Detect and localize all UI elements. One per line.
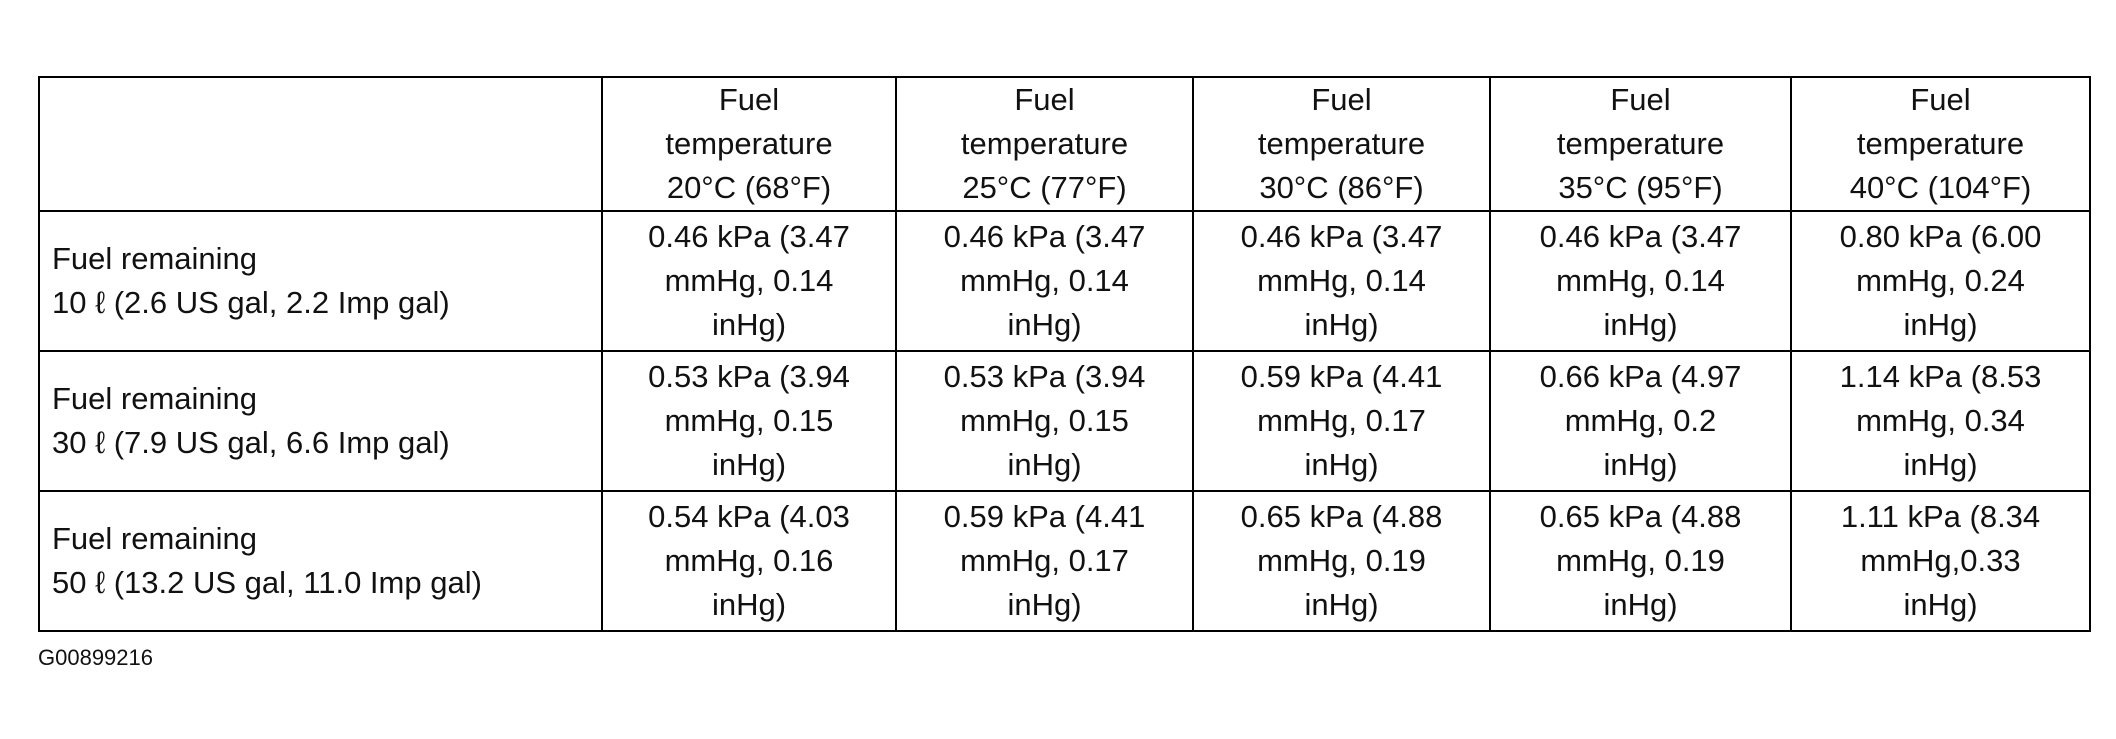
- pressure-cell: 0.46 kPa (3.47 mmHg, 0.14 inHg): [895, 210, 1194, 352]
- figure-id: G00899216: [38, 645, 153, 670]
- pressure-cell: 0.46 kPa (3.47 mmHg, 0.14 inHg): [601, 210, 897, 352]
- row-label: Fuel remaining 10 ℓ (2.6 US gal, 2.2 Imp…: [38, 210, 603, 352]
- pressure-cell: 0.46 kPa (3.47 mmHg, 0.14 inHg): [1489, 210, 1792, 352]
- pressure-cell: 0.59 kPa (4.41 mmHg, 0.17 inHg): [895, 490, 1194, 632]
- pressure-cell: 0.46 kPa (3.47 mmHg, 0.14 inHg): [1192, 210, 1491, 352]
- column-header: Fuel temperature 40°C (104°F): [1790, 76, 2091, 212]
- corner-cell: [38, 76, 603, 212]
- pressure-cell: 0.53 kPa (3.94 mmHg, 0.15 inHg): [601, 350, 897, 492]
- row-label: Fuel remaining 50 ℓ (13.2 US gal, 11.0 I…: [38, 490, 603, 632]
- pressure-cell: 0.53 kPa (3.94 mmHg, 0.15 inHg): [895, 350, 1194, 492]
- pressure-cell: 0.80 kPa (6.00 mmHg, 0.24 inHg): [1790, 210, 2091, 352]
- column-header: Fuel temperature 20°C (68°F): [601, 76, 897, 212]
- table-row: Fuel remaining 50 ℓ (13.2 US gal, 11.0 I…: [38, 490, 2091, 632]
- column-header: Fuel temperature 25°C (77°F): [895, 76, 1194, 212]
- table-body: Fuel remaining 10 ℓ (2.6 US gal, 2.2 Imp…: [38, 210, 2091, 632]
- pressure-cell: 0.65 kPa (4.88 mmHg, 0.19 inHg): [1489, 490, 1792, 632]
- pressure-cell: 0.65 kPa (4.88 mmHg, 0.19 inHg): [1192, 490, 1491, 632]
- pressure-cell: 1.11 kPa (8.34 mmHg,0.33 inHg): [1790, 490, 2091, 632]
- table-row: Fuel remaining 30 ℓ (7.9 US gal, 6.6 Imp…: [38, 350, 2091, 492]
- column-header: Fuel temperature 35°C (95°F): [1489, 76, 1792, 212]
- pressure-cell: 0.59 kPa (4.41 mmHg, 0.17 inHg): [1192, 350, 1491, 492]
- pressure-cell: 0.66 kPa (4.97 mmHg, 0.2 inHg): [1489, 350, 1792, 492]
- pressure-cell: 0.54 kPa (4.03 mmHg, 0.16 inHg): [601, 490, 897, 632]
- row-label: Fuel remaining 30 ℓ (7.9 US gal, 6.6 Imp…: [38, 350, 603, 492]
- column-header: Fuel temperature 30°C (86°F): [1192, 76, 1491, 212]
- fuel-table: Fuel temperature 20°C (68°F) Fuel tempera…: [38, 76, 2091, 632]
- table-row: Fuel remaining 10 ℓ (2.6 US gal, 2.2 Imp…: [38, 210, 2091, 352]
- header-row: Fuel temperature 20°C (68°F) Fuel tempera…: [38, 76, 2091, 212]
- pressure-cell: 1.14 kPa (8.53 mmHg, 0.34 inHg): [1790, 350, 2091, 492]
